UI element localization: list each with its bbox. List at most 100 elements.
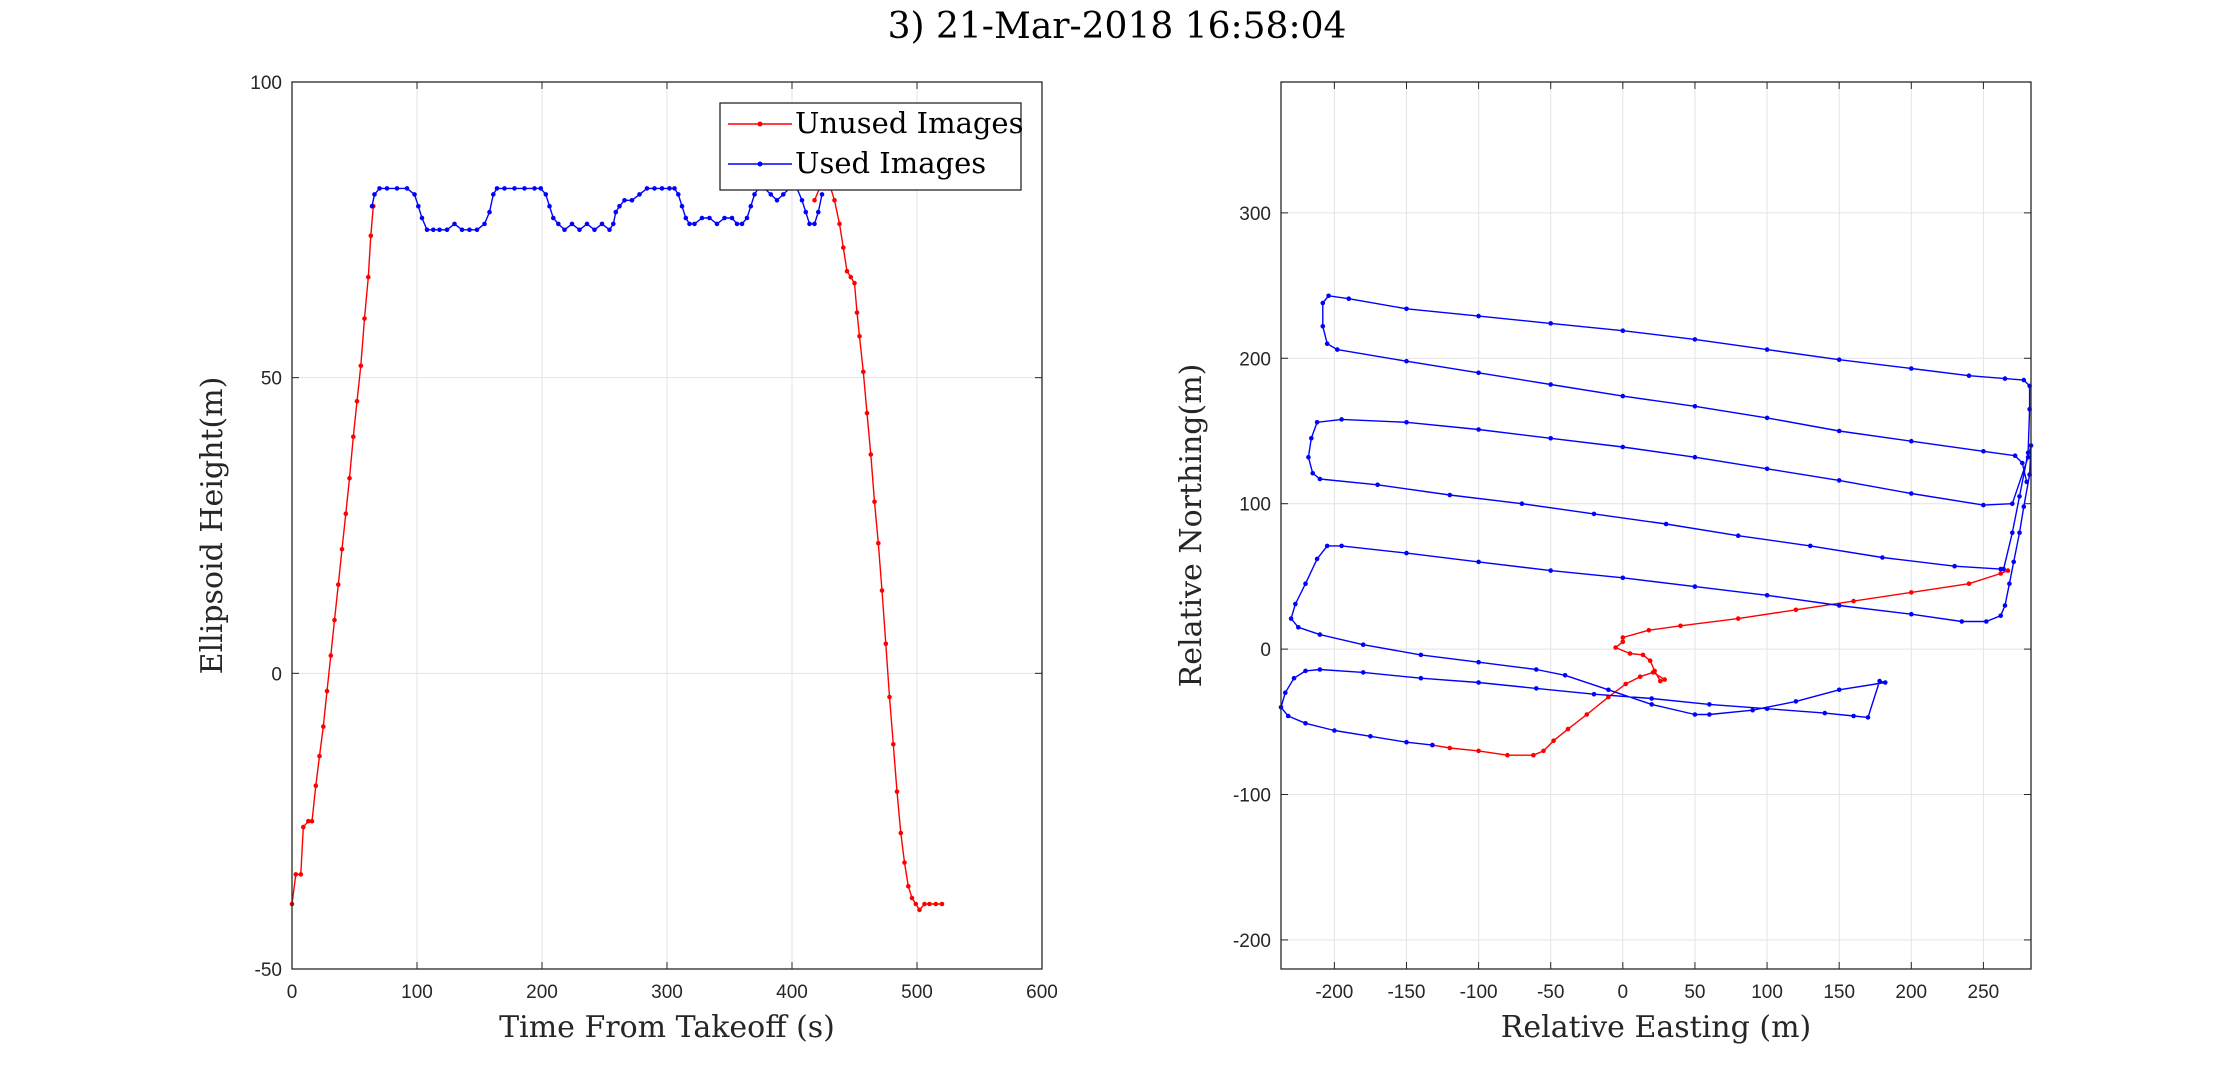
unused-images-point — [343, 511, 349, 516]
used-images-point — [494, 186, 500, 191]
used-images-point — [1418, 652, 1424, 658]
legend: Unused Images Used Images — [719, 102, 1023, 191]
used-images-point — [1404, 420, 1409, 425]
used-images-point — [722, 215, 727, 221]
used-images-point — [377, 186, 382, 191]
unused-images-point — [887, 694, 892, 700]
used-images-point — [611, 221, 616, 227]
used-images-point — [1404, 739, 1409, 745]
used-images-point — [1836, 603, 1842, 608]
used-images-point — [1836, 428, 1842, 434]
used-images-point — [1548, 321, 1553, 326]
used-images-point — [617, 203, 622, 209]
used-images-point — [1966, 373, 1972, 379]
unused-images-point — [1476, 748, 1481, 754]
used-images-point — [2002, 603, 2008, 608]
unused-images-point — [812, 198, 817, 203]
used-images-point — [562, 227, 567, 233]
used-images-point — [584, 221, 590, 227]
used-images-point — [744, 215, 750, 221]
used-images-point — [1836, 478, 1842, 483]
used-images-point — [1306, 454, 1311, 460]
unused-images-point — [1620, 635, 1626, 640]
used-images-point — [1476, 313, 1481, 319]
used-images-point — [1984, 619, 1989, 624]
used-images-point — [699, 215, 705, 221]
used-images-point — [676, 192, 681, 197]
used-images-point — [384, 186, 390, 191]
used-images-point — [431, 227, 436, 233]
used-images-series-line — [1280, 295, 2032, 746]
used-images-point — [1764, 466, 1770, 472]
used-images-point — [1360, 642, 1366, 647]
used-images-point — [452, 221, 457, 227]
x-tick-label: 200 — [526, 982, 558, 1003]
unused-images-point — [317, 753, 322, 759]
unused-images-point — [1851, 598, 1856, 604]
used-images-point — [437, 227, 442, 233]
used-images-point — [1591, 691, 1597, 697]
used-images-point — [622, 198, 627, 203]
used-images-point — [1692, 337, 1698, 342]
used-images-point — [1591, 511, 1597, 517]
used-images-point — [1291, 675, 1297, 681]
figure-title: 3) 21-Mar-2018 16:58:04 — [888, 6, 1347, 47]
used-images-point — [613, 209, 619, 215]
used-images-point — [687, 221, 692, 227]
used-images-point — [1332, 728, 1337, 733]
unused-images-point — [351, 434, 356, 440]
used-images-point — [1909, 611, 1914, 617]
used-images-point — [1909, 438, 1914, 444]
used-images-point — [812, 221, 817, 227]
used-images-point — [679, 203, 685, 209]
unused-images-point — [1658, 678, 1663, 684]
unused-images-point — [1652, 668, 1657, 674]
used-images-point — [768, 192, 774, 197]
unused-images-point — [362, 316, 367, 321]
unused-images-point — [864, 410, 870, 416]
unused-images-point — [336, 582, 341, 587]
used-images-point — [532, 186, 537, 191]
x-tick-label: 50 — [1684, 982, 1705, 1003]
used-images-point — [1620, 393, 1626, 399]
used-images-point — [1883, 680, 1888, 685]
unused-images-point — [837, 221, 842, 227]
used-images-point — [2017, 494, 2022, 499]
used-images-series-line — [371, 187, 823, 231]
used-images-point — [1692, 712, 1698, 717]
unused-images-point — [358, 363, 364, 369]
used-images-point — [1519, 501, 1525, 507]
used-images-point — [1404, 550, 1409, 556]
unused-images-series-line — [813, 187, 942, 911]
x-tick-label: 600 — [1026, 982, 1058, 1003]
unused-images-point — [1531, 752, 1536, 758]
unused-images-point — [883, 641, 889, 647]
unused-images-point — [832, 198, 837, 203]
unused-images-point — [902, 860, 907, 865]
unused-images-point — [898, 830, 904, 836]
x-tick-label: 0 — [287, 982, 298, 1003]
used-images-point — [1959, 619, 1965, 624]
used-images-point — [1303, 721, 1308, 726]
used-images-point — [1562, 673, 1568, 678]
unused-images-point — [1662, 677, 1667, 682]
used-images-point — [607, 227, 612, 233]
used-images-point — [1735, 533, 1741, 538]
used-images-point — [1476, 427, 1481, 432]
used-images-point — [729, 215, 735, 221]
x-tick-label: -150 — [1387, 982, 1425, 1003]
used-images-point — [652, 186, 657, 191]
right-grid — [1281, 82, 2031, 969]
used-images-point — [372, 192, 377, 197]
used-images-point — [1620, 575, 1626, 581]
used-images-point — [1692, 404, 1698, 409]
used-images-point — [1620, 444, 1626, 450]
used-images-point — [1981, 449, 1986, 454]
used-images-point — [1750, 707, 1755, 713]
unused-images-point — [861, 369, 866, 375]
used-images-point — [1346, 296, 1352, 302]
used-images-point — [637, 192, 642, 197]
right-plot-area — [1278, 293, 2034, 758]
x-tick-label: 150 — [1823, 982, 1855, 1003]
